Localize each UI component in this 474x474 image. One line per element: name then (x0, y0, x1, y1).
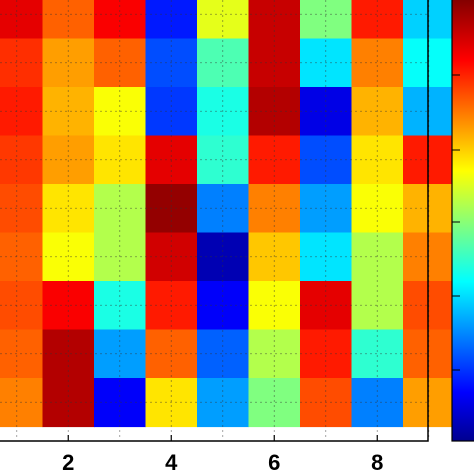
plot-frame (0, 0, 429, 442)
x-tick-label: 2 (62, 450, 74, 474)
colorbar-ticks (452, 74, 460, 371)
heatmap-cells (0, 0, 456, 428)
x-tick-label: 8 (371, 450, 383, 474)
x-axis-ticks: 2 4 6 8 (62, 435, 383, 474)
heatmap-cell (0, 0, 44, 40)
colorbar (451, 0, 474, 442)
x-tick-label: 6 (268, 450, 280, 474)
x-tick-label: 4 (165, 450, 178, 474)
